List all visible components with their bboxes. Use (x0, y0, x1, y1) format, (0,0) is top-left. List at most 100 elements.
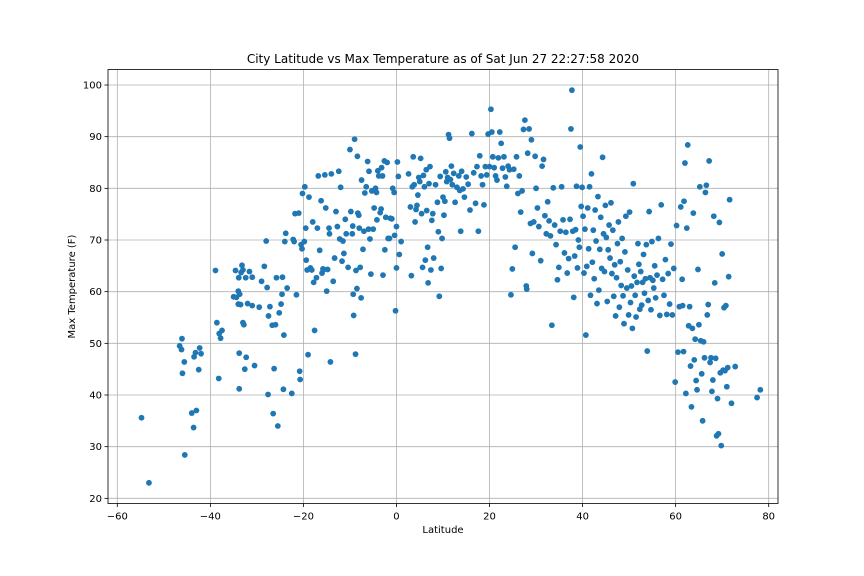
data-point (595, 287, 602, 294)
data-point (315, 173, 322, 179)
data-point (213, 319, 220, 326)
data-point (364, 158, 371, 165)
data-point (553, 241, 559, 248)
data-point (351, 136, 358, 143)
data-point (441, 212, 447, 219)
data-point (360, 246, 366, 253)
data-point (496, 129, 503, 135)
data-point (235, 274, 242, 281)
data-point (455, 173, 462, 179)
data-point (326, 225, 332, 232)
data-point (237, 301, 244, 308)
y-tick-label: 100 (83, 81, 102, 92)
data-point (246, 268, 253, 275)
data-point (465, 181, 472, 188)
data-point (608, 199, 614, 206)
data-point (392, 307, 399, 314)
data-point (594, 300, 600, 307)
data-point (299, 245, 305, 252)
data-point (190, 424, 197, 431)
data-point (624, 267, 631, 273)
data-point (138, 414, 145, 421)
data-point (541, 212, 548, 219)
data-point (316, 247, 323, 254)
data-point (631, 273, 638, 280)
data-point (625, 312, 632, 318)
data-point (555, 264, 562, 271)
data-point (302, 225, 309, 232)
data-point (607, 255, 613, 261)
y-tick-label: 60 (89, 287, 102, 298)
data-point (215, 375, 222, 382)
data-point (615, 219, 622, 225)
data-point (602, 202, 609, 209)
data-point (463, 174, 470, 180)
data-point (561, 250, 568, 256)
data-point (193, 407, 200, 414)
data-point (684, 142, 691, 148)
data-point (586, 183, 593, 190)
data-point (430, 255, 437, 261)
data-point (498, 140, 505, 147)
data-point (293, 291, 300, 298)
data-point (648, 306, 654, 313)
data-point (423, 207, 430, 214)
data-point (361, 190, 368, 196)
data-point (575, 237, 582, 243)
data-point (488, 129, 495, 135)
data-point (378, 206, 385, 212)
data-point (703, 182, 710, 189)
data-point (619, 235, 626, 242)
data-point (646, 208, 653, 215)
data-point (386, 235, 393, 242)
data-point (314, 225, 321, 232)
data-point (181, 359, 188, 365)
data-point (178, 346, 185, 353)
data-point (476, 152, 483, 159)
data-point (343, 230, 350, 237)
data-point (347, 208, 354, 215)
data-point (236, 291, 243, 298)
data-point (687, 363, 694, 369)
data-point (564, 270, 571, 276)
data-point (622, 213, 629, 220)
data-point (662, 256, 669, 263)
data-point (452, 199, 458, 206)
data-point (258, 278, 265, 285)
data-point (419, 264, 426, 271)
data-point (616, 304, 623, 311)
data-point (460, 185, 466, 192)
data-point (394, 159, 401, 165)
data-point (693, 377, 700, 384)
data-point (448, 163, 455, 170)
data-point (381, 246, 388, 253)
data-point (427, 163, 433, 170)
data-point (303, 257, 310, 264)
data-point (704, 312, 711, 318)
data-point (724, 364, 731, 371)
x-axis-ticks: −60 −40 −20 0 20 40 60 80 (107, 503, 775, 523)
data-point (663, 311, 670, 318)
data-point (326, 230, 333, 237)
data-point (489, 153, 496, 160)
data-point (311, 327, 318, 334)
data-point (458, 168, 465, 175)
data-point (282, 230, 289, 237)
x-tick-label: −60 (107, 512, 128, 523)
data-point (558, 183, 565, 190)
data-point (510, 166, 517, 173)
data-point (340, 238, 346, 244)
data-point (610, 293, 617, 300)
data-point (198, 350, 204, 357)
data-point (719, 251, 726, 257)
data-point (565, 255, 572, 262)
data-point (638, 302, 645, 308)
data-point (264, 284, 271, 291)
data-point (396, 251, 403, 258)
data-point (573, 183, 580, 190)
data-point (251, 362, 258, 369)
data-point (288, 390, 295, 397)
data-point (550, 184, 557, 191)
data-point (232, 267, 239, 274)
